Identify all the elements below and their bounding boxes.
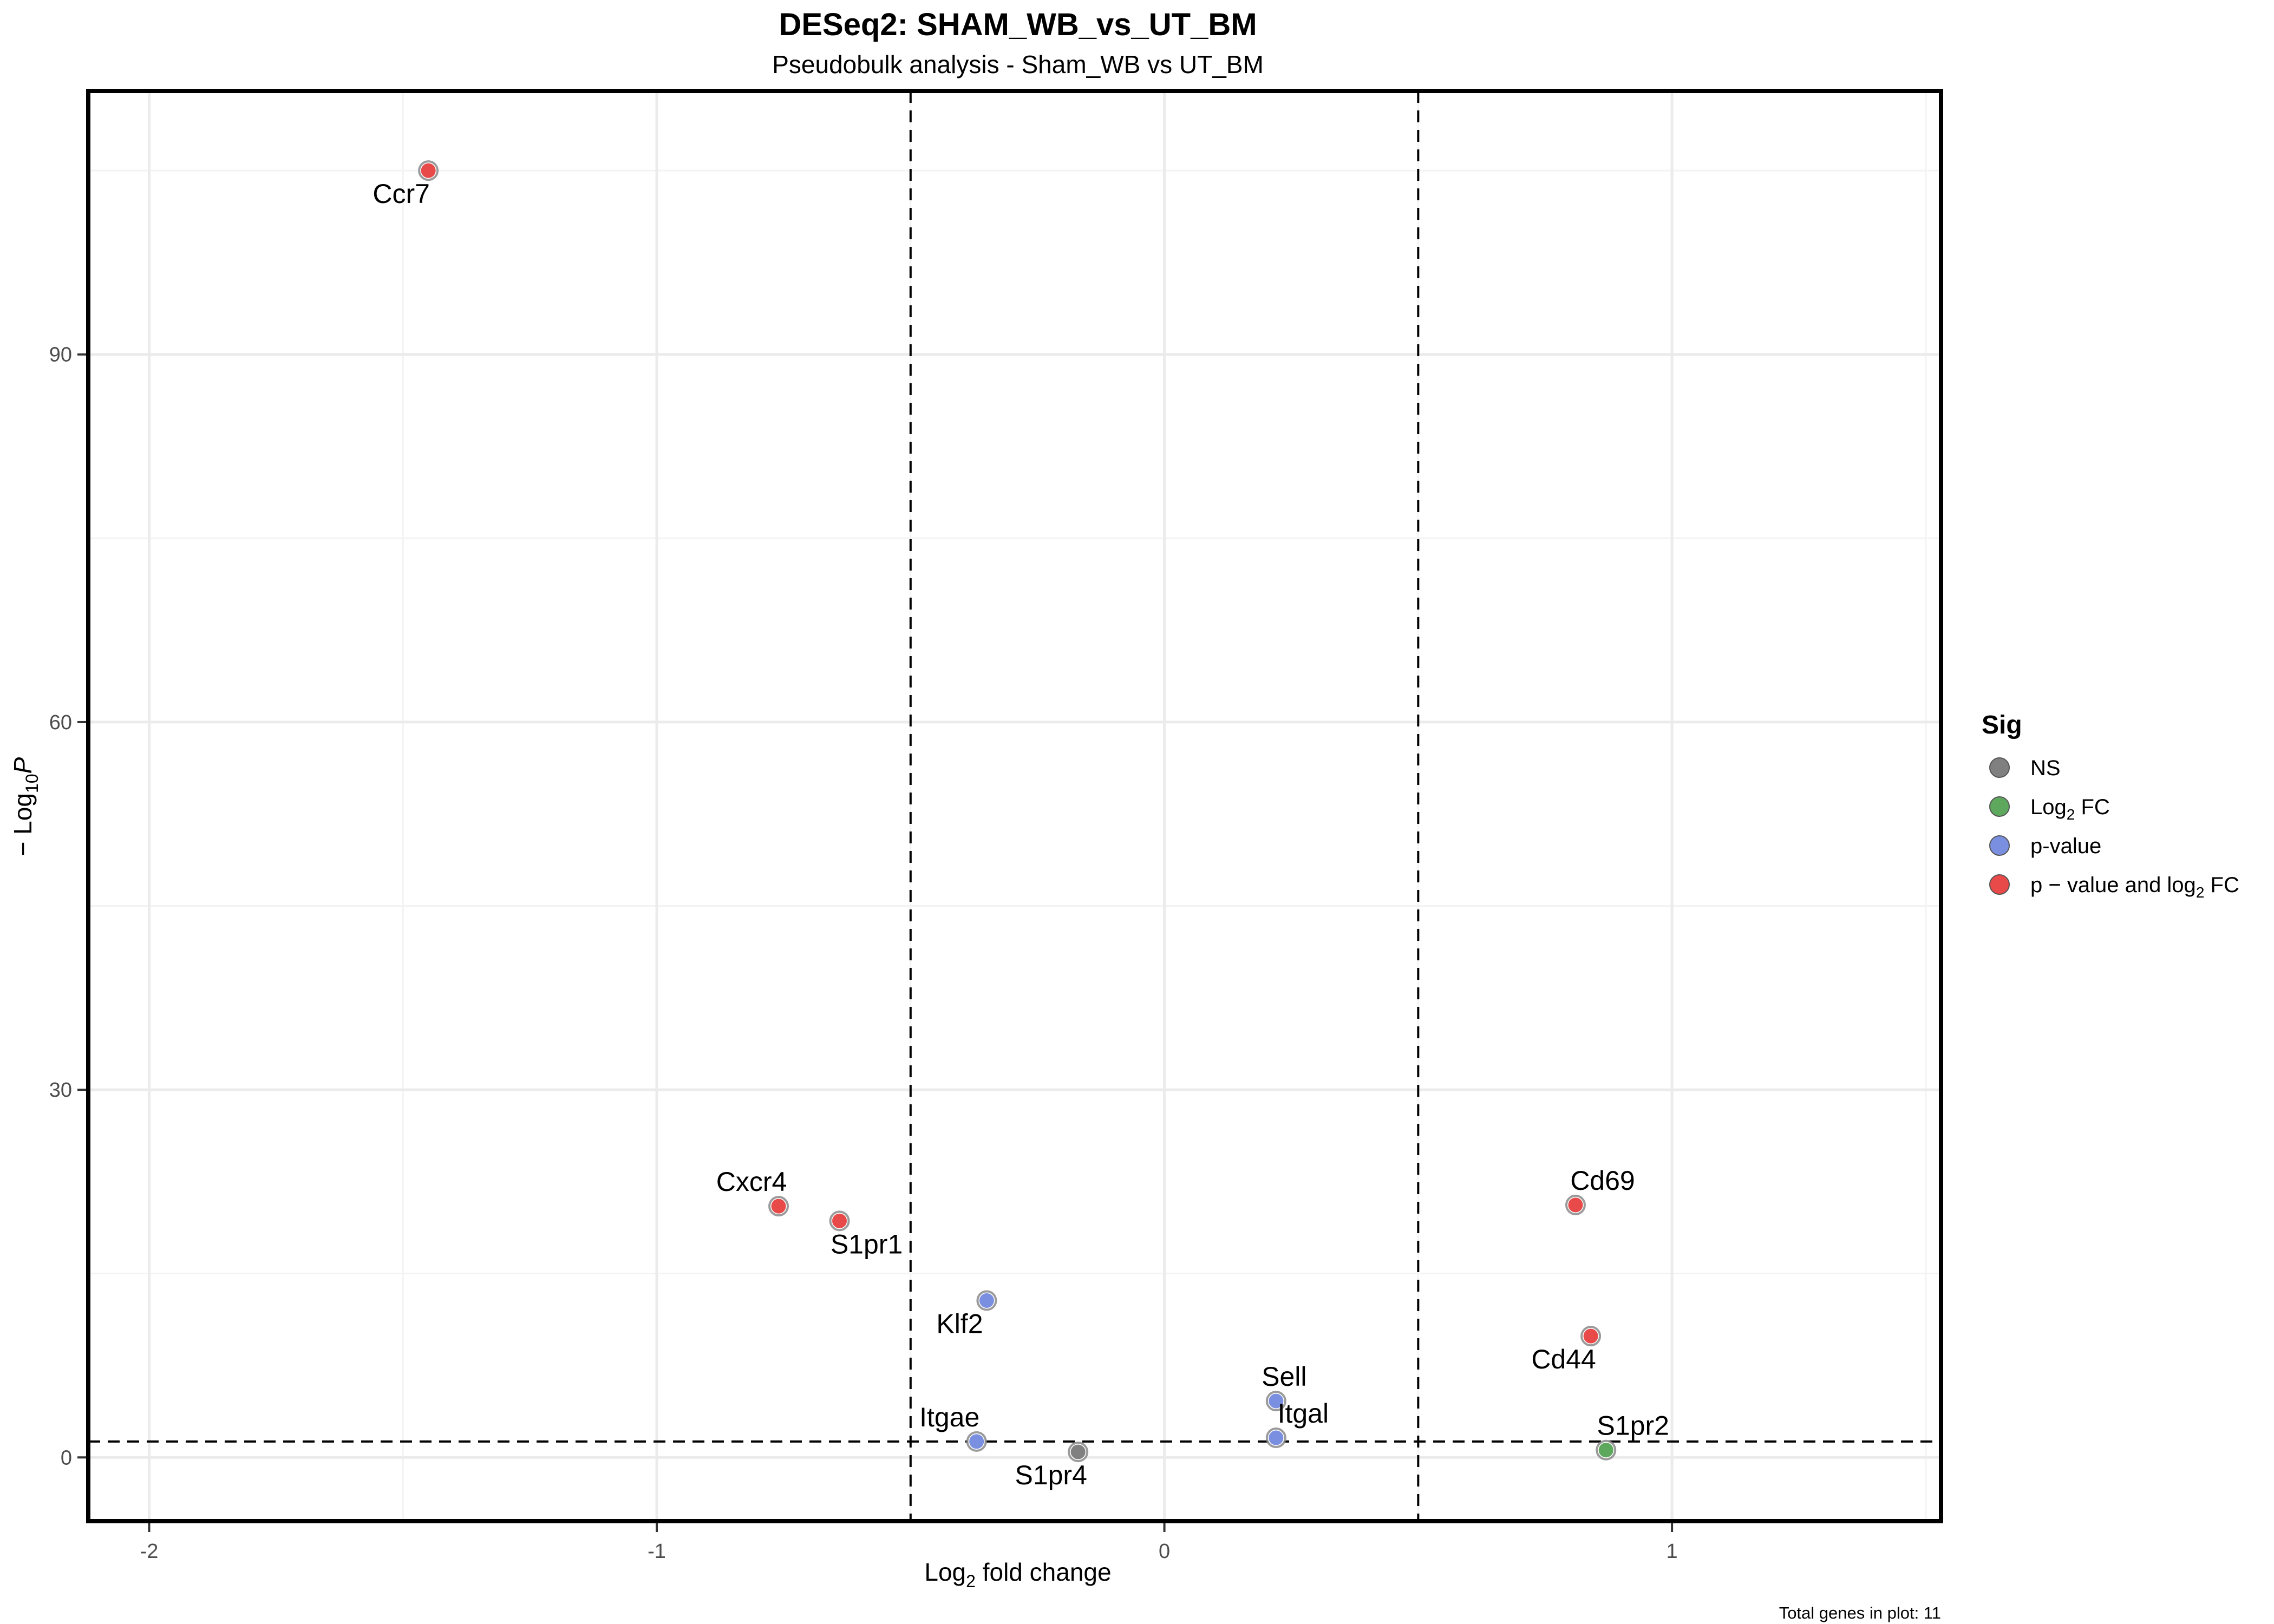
data-point-ccr7 [418, 160, 439, 181]
gene-label-s1pr1: S1pr1 [831, 1229, 903, 1259]
gene-label-s1pr4: S1pr4 [1015, 1460, 1087, 1490]
cutoff-lines [88, 91, 1941, 1521]
point-marker [769, 1197, 788, 1215]
legend-item-ns: NS [1989, 756, 2061, 780]
point-marker [1267, 1429, 1285, 1447]
legend-item-both: p − value and log2 FC [1989, 873, 2239, 901]
point-outline [829, 1210, 850, 1232]
gene-label-sell: Sell [1262, 1361, 1306, 1392]
legend-label: p − value and log2 FC [2030, 873, 2239, 901]
y-tick-label: 60 [49, 711, 72, 734]
legend-items: NS Log2 FC p-value p − value and log2 FC [1989, 756, 2239, 901]
y-axis-label-prefix: − Log [9, 793, 37, 856]
y-axis-label-subscript: 10 [22, 774, 42, 793]
point-outline [768, 1196, 789, 1217]
x-tick-label: 1 [1667, 1540, 1678, 1563]
x-axis-label-main: Log [924, 1558, 966, 1586]
point-outline [1596, 1439, 1617, 1461]
point-marker [1566, 1196, 1585, 1214]
data-point-cd69 [1565, 1194, 1586, 1215]
point-marker [419, 161, 437, 180]
point-outline [976, 1290, 997, 1311]
point-outline [1068, 1442, 1089, 1463]
point-outline [1265, 1391, 1286, 1412]
x-axis-ticks: -2 -1 0 1 [140, 1523, 1678, 1563]
data-point-cd44 [1580, 1326, 1602, 1347]
data-point-itgal [1265, 1427, 1286, 1449]
y-axis-ticks: 0 30 60 90 [49, 344, 86, 1469]
point-outline [1265, 1427, 1286, 1449]
legend-title: Sig [1982, 711, 2022, 739]
point-marker [1582, 1327, 1600, 1345]
x-axis-label-rest: fold change [976, 1558, 1112, 1586]
point-outline [1565, 1194, 1586, 1215]
gene-label-s1pr2: S1pr2 [1597, 1411, 1669, 1441]
legend-label: p-value [2030, 834, 2101, 858]
data-point-klf2 [976, 1290, 997, 1311]
data-points [418, 160, 1617, 1463]
gene-label-cxcr4: Cxcr4 [716, 1167, 787, 1197]
point-marker [831, 1212, 849, 1230]
legend-item-p-value: p-value [1989, 834, 2101, 858]
gene-label-ccr7: Ccr7 [373, 179, 430, 209]
point-outline [966, 1431, 987, 1452]
point-marker [1597, 1441, 1615, 1459]
data-point-sell [1265, 1391, 1286, 1412]
data-point-s1pr1 [829, 1210, 850, 1232]
data-point-s1pr4 [1068, 1442, 1089, 1463]
legend-key-marker [1989, 796, 2010, 817]
plot-panel-border [86, 89, 1943, 1523]
legend-key-marker [1989, 757, 2010, 778]
legend-label: Log2 FC [2030, 795, 2110, 823]
gene-labels: Ccr7 Cxcr4 S1pr1 Klf2 Itgae S1pr4 Sell Itgal Cd6… [373, 179, 1669, 1490]
y-tick-label: 30 [49, 1079, 72, 1102]
legend-key-marker [1989, 835, 2010, 856]
gene-label-klf2: Klf2 [936, 1308, 983, 1339]
x-tick-label: -1 [648, 1540, 666, 1563]
y-tick-label: 90 [49, 344, 72, 366]
x-tick-label: 0 [1159, 1540, 1170, 1563]
x-axis-label: Log2 fold change [924, 1558, 1111, 1591]
y-tick-label: 0 [61, 1446, 72, 1469]
data-point-itgae [966, 1431, 987, 1452]
gene-label-cd44: Cd44 [1531, 1344, 1596, 1374]
point-marker [968, 1432, 986, 1451]
data-point-cxcr4 [768, 1196, 789, 1217]
legend-key-marker [1989, 874, 2010, 895]
gene-label-cd69: Cd69 [1570, 1165, 1635, 1196]
legend: Sig NS Log2 FC p-value p − value and log2 F… [1982, 711, 2239, 901]
point-outline [418, 160, 439, 181]
chart-subtitle: Pseudobulk analysis - Sham_WB vs UT_BM [772, 50, 1264, 78]
caption: Total genes in plot: 11 [1779, 1603, 1941, 1622]
legend-label: NS [2030, 756, 2061, 780]
minor-gridlines [88, 91, 1941, 1521]
major-gridlines [88, 91, 1941, 1521]
x-axis-label-subscript: 2 [966, 1571, 976, 1591]
chart-title: DESeq2: SHAM_WB_vs_UT_BM [779, 7, 1257, 42]
gene-label-itgal: Itgal [1278, 1398, 1329, 1429]
y-axis-label: − Log10P [9, 757, 42, 856]
data-point-s1pr2 [1596, 1439, 1617, 1461]
x-tick-label: -2 [140, 1540, 159, 1563]
gene-label-itgae: Itgae [919, 1402, 979, 1432]
legend-item-log2fc: Log2 FC [1989, 795, 2110, 823]
y-axis-label-variable: P [9, 757, 37, 774]
point-marker [977, 1291, 996, 1309]
point-outline [1580, 1326, 1602, 1347]
point-marker [1069, 1443, 1087, 1461]
